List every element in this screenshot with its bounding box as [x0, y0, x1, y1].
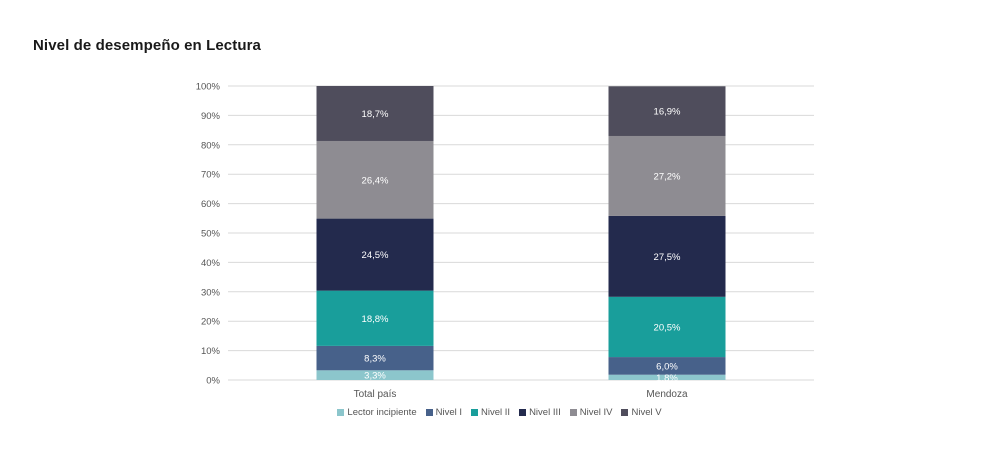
- y-tick-label: 0%: [206, 376, 220, 387]
- bar-segment: [608, 374, 726, 380]
- data-label: 18,8%: [362, 314, 389, 325]
- chart-title: Nivel de desempeño en Lectura: [33, 37, 261, 54]
- data-label: 20,5%: [654, 322, 681, 333]
- legend-item: Nivel I: [425, 407, 463, 418]
- bar-segment: [608, 296, 726, 358]
- bar-segment: [316, 345, 434, 371]
- legend-swatch: [569, 409, 577, 416]
- y-tick-label: 30%: [201, 287, 221, 298]
- chart-legend: Lector incipiente Nivel I Nivel II Nivel II…: [0, 407, 999, 418]
- legend-item: Nivel III: [519, 407, 561, 418]
- legend-swatch: [621, 409, 629, 416]
- bar-segment: [316, 290, 434, 346]
- y-tick-label: 90%: [201, 111, 221, 122]
- bar-segment: [316, 140, 434, 219]
- bar-segment: [316, 218, 434, 291]
- y-tick-label: 40%: [201, 258, 221, 269]
- bar-segment: [316, 370, 434, 380]
- data-label: 27,2%: [654, 171, 681, 182]
- legend-label: Nivel II: [481, 407, 511, 418]
- data-label: 8,3%: [364, 354, 386, 365]
- legend-swatch: [425, 409, 433, 416]
- legend-item: Nivel V: [621, 407, 662, 418]
- y-tick-label: 10%: [201, 346, 221, 357]
- data-label: 3,3%: [364, 371, 386, 382]
- data-label: 1,8%: [656, 373, 678, 384]
- data-label: 26,4%: [362, 175, 389, 186]
- data-label: 24,5%: [362, 250, 389, 261]
- data-label: 6,0%: [656, 361, 678, 372]
- y-tick-label: 60%: [201, 199, 221, 210]
- x-tick-label: Mendoza: [646, 389, 688, 400]
- legend-swatch: [471, 409, 479, 416]
- bar-segment: [608, 357, 726, 375]
- y-tick-label: 70%: [201, 170, 221, 181]
- legend-label: Nivel IV: [579, 407, 613, 418]
- legend-swatch: [519, 409, 527, 416]
- y-tick-label: 100%: [196, 82, 221, 93]
- x-tick-label: Total país: [354, 389, 397, 400]
- legend-label: Nivel I: [435, 407, 463, 418]
- legend-item: Nivel IV: [569, 407, 613, 418]
- data-label: 27,5%: [654, 252, 681, 263]
- y-tick-label: 80%: [201, 140, 221, 151]
- legend-item: Lector incipiente: [337, 407, 417, 418]
- legend-swatch: [337, 409, 345, 416]
- bar-segment: [608, 135, 726, 216]
- bar-segment: [608, 86, 726, 136]
- legend-label: Nivel III: [529, 407, 561, 418]
- y-tick-label: 50%: [201, 229, 221, 240]
- legend-label: Nivel V: [631, 407, 662, 418]
- data-label: 18,7%: [362, 109, 389, 120]
- bar-segment: [316, 86, 434, 141]
- bar-segment: [608, 215, 726, 297]
- data-label: 16,9%: [654, 107, 681, 118]
- legend-label: Lector incipiente: [347, 407, 417, 418]
- legend-item: Nivel II: [471, 407, 510, 418]
- y-tick-label: 20%: [201, 317, 221, 328]
